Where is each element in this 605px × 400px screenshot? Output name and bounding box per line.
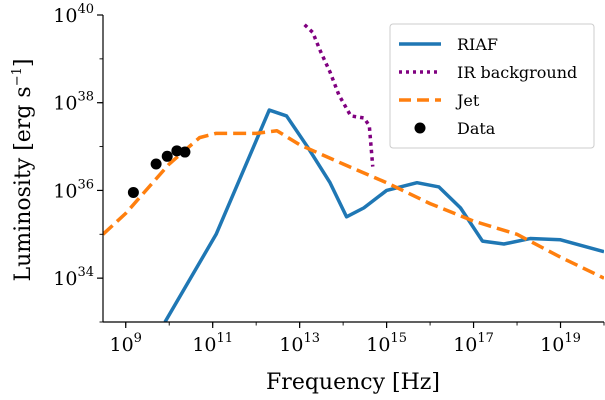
series-line-ir-background <box>303 23 375 167</box>
data-point <box>179 146 191 158</box>
y-axis-label-main: Luminosity [erg s <box>11 86 36 281</box>
y-tick-label: 1036 <box>53 177 94 202</box>
data-point <box>127 186 139 198</box>
legend-label-ir-background: IR background <box>457 63 577 82</box>
y-axis-label-exp: −1 <box>10 67 25 86</box>
data-point <box>150 158 162 170</box>
data-point <box>161 150 173 162</box>
x-tick-label: 109 <box>109 331 141 356</box>
x-axis-label: Frequency [Hz] <box>266 370 440 395</box>
legend-label-jet: Jet <box>455 91 480 110</box>
legend: RIAF IR background Jet Data <box>389 23 595 149</box>
y-axis-label: Luminosity [erg s−1] <box>10 59 36 282</box>
legend-label-riaf: RIAF <box>457 35 498 54</box>
y-tick-label: 1040 <box>53 2 94 27</box>
x-tick-label: 1011 <box>192 331 233 356</box>
series-line-jet <box>103 128 604 280</box>
x-tick-label: 1013 <box>279 331 320 356</box>
y-axis-label-tail: ] <box>11 59 36 68</box>
x-tick-label: 1015 <box>366 331 407 356</box>
legend-swatch-data <box>414 122 426 134</box>
data-point <box>171 145 183 157</box>
x-tick-label: 1017 <box>453 331 494 356</box>
series-line-riaf <box>163 108 604 322</box>
tick-layer: 109 1011 1013 1015 1017 1019 1034 1036 1038 1040 <box>53 2 605 356</box>
legend-frame <box>389 23 595 149</box>
legend-label-data: Data <box>457 119 496 138</box>
y-tick-label: 1038 <box>53 90 94 115</box>
series-layer <box>103 23 604 322</box>
x-tick-label: 1019 <box>540 331 581 356</box>
y-tick-label: 1034 <box>53 265 94 290</box>
